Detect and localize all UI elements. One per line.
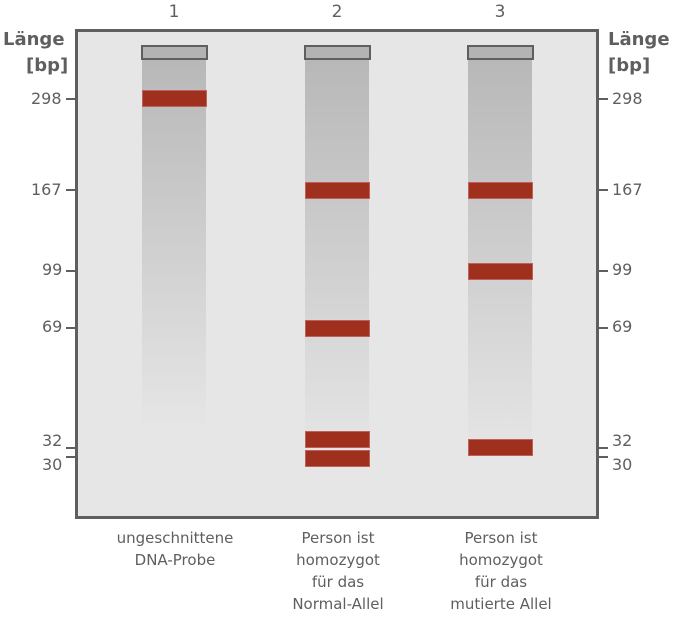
lane-1-band-298 (142, 90, 207, 107)
lane-1-caption: ungeschnittene DNA-Probe (116, 529, 234, 569)
left-tick-label-69: 69 (42, 317, 63, 336)
lane-3-well (467, 45, 534, 60)
left-tick-69 (66, 327, 75, 329)
lane-2-band-167 (305, 182, 370, 199)
left-tick-32 (66, 447, 75, 449)
right-tick-label-99: 99 (612, 260, 633, 279)
left-tick-298 (66, 98, 75, 100)
lane-1-smear (142, 60, 206, 430)
right-tick-167 (599, 189, 608, 191)
right-tick-298 (599, 98, 608, 100)
right-tick-label-298: 298 (612, 89, 643, 108)
left-tick-label-298: 298 (31, 89, 62, 108)
right-tick-30 (599, 456, 608, 458)
lane-2-band-32 (305, 431, 370, 448)
lane-3-caption: Person ist homozygot für das mutierte Al… (450, 529, 552, 613)
lane-2-band-30 (305, 450, 370, 467)
right-tick-99 (599, 270, 608, 272)
lane-2-smear (305, 60, 369, 460)
right-tick-label-69: 69 (612, 317, 633, 336)
right-axis-title-line1: Länge (608, 29, 670, 50)
left-axis-title-line2: [bp] (26, 55, 69, 76)
right-tick-label-167: 167 (612, 180, 643, 199)
left-tick-label-99: 99 (42, 260, 63, 279)
lane-3-band-99 (468, 263, 533, 280)
lane-number-3: 3 (494, 2, 506, 22)
lane-3-band-167 (468, 182, 533, 199)
lane-3-smear (468, 60, 532, 460)
lane-number-2: 2 (331, 2, 343, 22)
left-tick-label-167: 167 (31, 180, 62, 199)
left-tick-167 (66, 189, 75, 191)
left-tick-30 (66, 456, 75, 458)
right-tick-32 (599, 447, 608, 449)
right-tick-69 (599, 327, 608, 329)
lane-1-well (141, 45, 208, 60)
lane-3-band-32 (468, 439, 533, 456)
right-tick-label-30: 30 (612, 455, 633, 474)
lane-2-well (304, 45, 371, 60)
left-tick-label-30: 30 (42, 455, 63, 474)
lane-2-caption: Person ist homozygot für das Normal-Alle… (292, 529, 384, 613)
lane-2-band-69 (305, 320, 370, 337)
left-tick-label-32: 32 (42, 431, 63, 450)
left-tick-99 (66, 270, 75, 272)
lane-number-1: 1 (168, 2, 180, 22)
right-axis-title-line2: [bp] (608, 55, 651, 76)
left-axis-title-line1: Länge (3, 29, 65, 50)
right-tick-label-32: 32 (612, 431, 633, 450)
